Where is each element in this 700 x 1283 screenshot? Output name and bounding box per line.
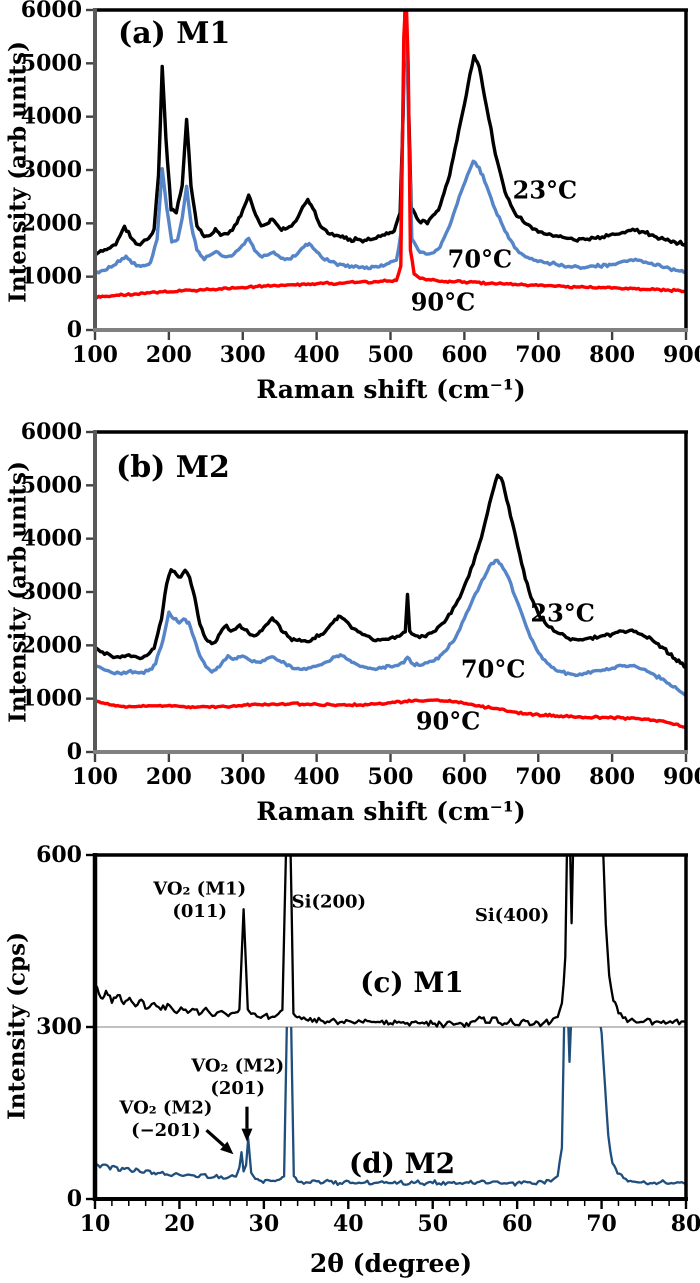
panel-cd-yaxis-title: Intensity (cps) bbox=[3, 932, 31, 1120]
panel-a-title: (a) M1 bbox=[118, 16, 231, 51]
x-tick-label: 900 bbox=[663, 342, 700, 368]
x-tick-label: 400 bbox=[294, 764, 340, 790]
peak-annotation: Si(400) bbox=[475, 905, 549, 926]
panel-cd-xaxis-title: 2θ (degree) bbox=[309, 1249, 473, 1278]
x-tick-label: 300 bbox=[220, 764, 266, 790]
peak-annotation: Si(200) bbox=[292, 892, 366, 913]
panel-d-title: (d) M2 bbox=[348, 1147, 456, 1180]
peak-annotation: VO₂ (M1) bbox=[152, 878, 246, 899]
x-tick-label: 100 bbox=[72, 764, 118, 790]
y-tick-label: 5000 bbox=[21, 472, 82, 498]
series-label-23C: 23°C bbox=[513, 175, 578, 204]
y-tick-label: 0 bbox=[67, 739, 82, 765]
x-tick-label: 10 bbox=[80, 1211, 111, 1237]
peak-annotation: VO₂ (M2) bbox=[118, 1097, 212, 1118]
y-tick-label: 1000 bbox=[21, 264, 82, 290]
series-label-70C: 70°C bbox=[461, 654, 526, 683]
x-tick-label: 400 bbox=[294, 342, 340, 368]
series-curve-M2 bbox=[95, 1027, 686, 1187]
x-tick-label: 50 bbox=[417, 1211, 448, 1237]
x-tick-label: 700 bbox=[515, 764, 561, 790]
x-tick-label: 60 bbox=[502, 1211, 533, 1237]
series-label-70C: 70°C bbox=[448, 245, 513, 274]
y-tick-label: 6000 bbox=[21, 0, 82, 23]
x-tick-label: 300 bbox=[220, 342, 266, 368]
series-curve-70C bbox=[95, 558, 686, 698]
panel-b-plot: 100 200 300 400 500 600 700 800 900 0 1000 2000 3000… bbox=[21, 419, 700, 790]
annotation-arrow-shaft bbox=[205, 1129, 225, 1147]
x-tick-label: 20 bbox=[164, 1211, 195, 1237]
panel-b-yaxis-title: Intensity (arb units) bbox=[4, 461, 32, 723]
series-label-23C: 23°C bbox=[530, 598, 595, 627]
annotation-arrow-head bbox=[220, 1141, 234, 1155]
x-tick-label: 600 bbox=[441, 764, 487, 790]
peak-annotation: (201) bbox=[210, 1078, 265, 1099]
x-tick-label: 200 bbox=[146, 342, 192, 368]
x-tick-label: 40 bbox=[333, 1211, 364, 1237]
y-tick-label: 4000 bbox=[21, 104, 82, 130]
y-tick-label: 0 bbox=[67, 1186, 82, 1212]
x-tick-label: 800 bbox=[589, 342, 635, 368]
series-curve-M1 bbox=[95, 855, 686, 1029]
series-curve-23C bbox=[95, 10, 686, 258]
x-tick-label: 500 bbox=[368, 764, 414, 790]
panel-c-title: (c) M1 bbox=[360, 966, 464, 999]
series-curve-23C bbox=[95, 473, 686, 669]
panel-a-plot: 100 200 300 400 500 600 700 800 900 0 1000 2000 3000… bbox=[21, 0, 700, 368]
y-tick-label: 2000 bbox=[21, 210, 82, 236]
peak-annotation: (011) bbox=[172, 901, 227, 922]
y-tick-label: 0 bbox=[67, 317, 82, 343]
y-tick-label: 2000 bbox=[21, 632, 82, 658]
y-tick-label: 300 bbox=[36, 1014, 82, 1040]
x-tick-label: 70 bbox=[586, 1211, 617, 1237]
panel-b-xaxis-title: Raman shift (cm⁻¹) bbox=[256, 797, 526, 826]
y-tick-label: 6000 bbox=[21, 419, 82, 445]
annotation-arrow-head bbox=[241, 1128, 253, 1142]
series-curve-90C bbox=[95, 10, 686, 300]
y-tick-label: 600 bbox=[36, 842, 82, 868]
x-tick-label: 700 bbox=[515, 342, 561, 368]
x-tick-label: 200 bbox=[146, 764, 192, 790]
y-tick-label: 4000 bbox=[21, 526, 82, 552]
x-tick-label: 100 bbox=[72, 342, 118, 368]
x-tick-label: 600 bbox=[441, 342, 487, 368]
y-tick-label: 3000 bbox=[21, 157, 82, 183]
x-tick-label: 30 bbox=[249, 1211, 280, 1237]
peak-annotation: VO₂ (M2) bbox=[190, 1056, 284, 1077]
y-tick-label: 3000 bbox=[21, 579, 82, 605]
series-label-90C: 90°C bbox=[416, 706, 481, 735]
x-tick-label: 900 bbox=[663, 764, 700, 790]
y-tick-label: 1000 bbox=[21, 686, 82, 712]
peak-annotation: (−201) bbox=[131, 1120, 201, 1141]
x-tick-label: 80 bbox=[671, 1211, 700, 1237]
series-label-90C: 90°C bbox=[411, 287, 476, 316]
panel-a-xaxis-title: Raman shift (cm⁻¹) bbox=[256, 375, 526, 404]
y-tick-label: 5000 bbox=[21, 50, 82, 76]
x-tick-label: 800 bbox=[589, 764, 635, 790]
panel-cd-plot: 10 20 30 40 50 60 70 80 0 300 600 VO₂ (M1)(011) Si(2… bbox=[36, 842, 700, 1237]
series-curve-90C bbox=[95, 698, 686, 730]
series-curve-70C bbox=[95, 10, 686, 275]
x-tick-label: 500 bbox=[368, 342, 414, 368]
panel-b-title: (b) M2 bbox=[116, 450, 230, 485]
panel-a-yaxis-title: Intensity (arb units) bbox=[4, 41, 32, 303]
